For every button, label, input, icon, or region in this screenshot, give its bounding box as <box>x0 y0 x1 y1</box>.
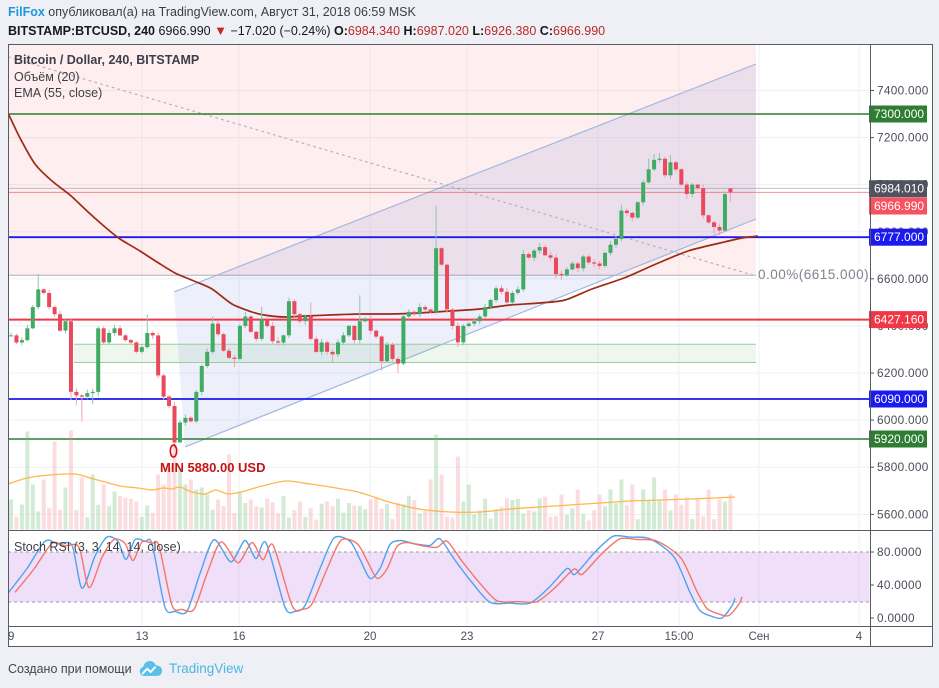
svg-text:Создано при помощи: Создано при помощи <box>8 662 132 676</box>
svg-text:7200.000: 7200.000 <box>877 131 929 145</box>
svg-text:TradingView: TradingView <box>169 661 244 676</box>
svg-text:FilFox опубликовал(а) на Tradi: FilFox опубликовал(а) на TradingView.com… <box>8 5 417 19</box>
svg-text:20: 20 <box>364 631 377 643</box>
svg-text:6984.010: 6984.010 <box>874 182 924 196</box>
svg-text:Сен: Сен <box>748 631 769 643</box>
svg-text:6600.000: 6600.000 <box>877 272 929 286</box>
svg-text:16: 16 <box>233 631 246 643</box>
svg-text:Stoch RSI (3, 3, 14, 14, close: Stoch RSI (3, 3, 14, 14, close) <box>14 540 181 554</box>
svg-text:Объём (20): Объём (20) <box>14 70 80 84</box>
svg-text:0.00%(6615.000): 0.00%(6615.000) <box>758 267 869 282</box>
svg-text:5920.000: 5920.000 <box>874 432 924 446</box>
svg-text:13: 13 <box>136 631 149 643</box>
svg-text:6200.000: 6200.000 <box>877 366 929 380</box>
svg-text:6427.160: 6427.160 <box>874 313 924 327</box>
svg-text:5600.000: 5600.000 <box>877 507 929 521</box>
svg-text:40.0000: 40.0000 <box>877 578 922 592</box>
svg-text:4: 4 <box>856 631 863 643</box>
svg-text:9: 9 <box>8 631 14 643</box>
svg-text:7400.000: 7400.000 <box>877 84 929 98</box>
svg-text:27: 27 <box>592 631 605 643</box>
svg-text:MIN 5880.00 USD: MIN 5880.00 USD <box>160 460 266 475</box>
svg-text:BITSTAMP:BTCUSD, 240 6966.990: BITSTAMP:BTCUSD, 240 6966.990 ▼ −17.020 … <box>8 23 605 38</box>
svg-text:Bitcoin / Dollar, 240, BITSTAM: Bitcoin / Dollar, 240, BITSTAMP <box>14 53 199 67</box>
svg-text:23: 23 <box>461 631 474 643</box>
svg-text:5800.000: 5800.000 <box>877 460 929 474</box>
svg-text:6966.990: 6966.990 <box>874 199 924 213</box>
svg-text:80.0000: 80.0000 <box>877 545 922 559</box>
svg-text:15:00: 15:00 <box>665 631 694 643</box>
svg-text:0.0000: 0.0000 <box>877 611 915 625</box>
svg-text:6777.000: 6777.000 <box>874 230 924 244</box>
svg-text:7300.000: 7300.000 <box>874 107 924 121</box>
svg-text:6000.000: 6000.000 <box>877 413 929 427</box>
svg-text:EMA (55, close): EMA (55, close) <box>14 86 102 100</box>
svg-text:6090.000: 6090.000 <box>874 392 924 406</box>
